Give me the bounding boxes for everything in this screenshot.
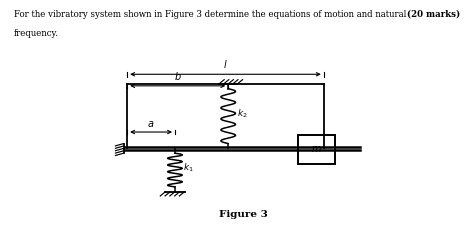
Text: $a$: $a$ — [147, 118, 155, 128]
Text: $b$: $b$ — [174, 70, 182, 82]
Text: $l$: $l$ — [223, 58, 228, 70]
Bar — [298, 135, 335, 164]
Text: $m$: $m$ — [311, 144, 322, 154]
Text: (20 marks): (20 marks) — [407, 10, 460, 19]
Text: Figure 3: Figure 3 — [219, 210, 267, 219]
Text: frequency.: frequency. — [14, 29, 59, 38]
Text: $k_2$: $k_2$ — [237, 108, 248, 120]
Text: For the vibratory system shown in Figure 3 determine the equations of motion and: For the vibratory system shown in Figure… — [14, 10, 407, 19]
Text: $k_1$: $k_1$ — [183, 162, 194, 174]
